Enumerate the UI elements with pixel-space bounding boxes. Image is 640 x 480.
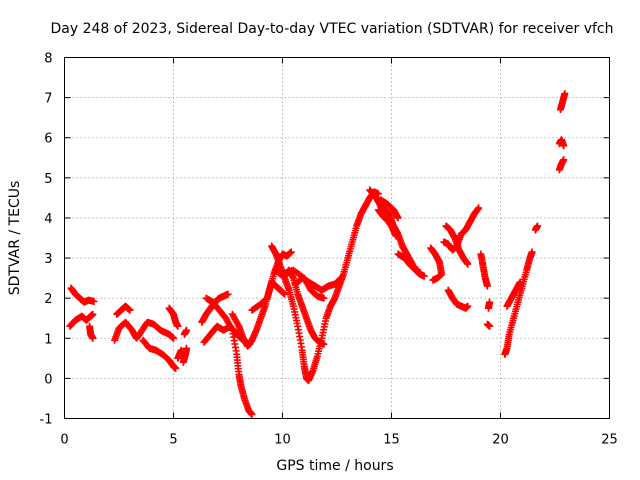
data-point (248, 410, 256, 418)
series-track-aa (444, 286, 472, 312)
y-tick-label: 5 (44, 172, 52, 187)
y-tick-label: 2 (44, 292, 52, 307)
series-track-aj (556, 90, 569, 114)
data-point (320, 294, 328, 302)
y-tick-label: -1 (40, 413, 53, 428)
data-point (183, 326, 191, 334)
series-track-ab (477, 250, 491, 290)
series-track-ag (531, 222, 542, 234)
series-track-b (67, 284, 98, 306)
plot-frame (64, 57, 610, 419)
data-point (394, 214, 402, 222)
data-point (392, 232, 400, 240)
y-tick-labels: -1 0 1 2 3 4 5 6 7 8 (40, 52, 53, 428)
y-axis-label: SDTVAR / TECUs (7, 181, 23, 296)
series-track-ad (483, 320, 494, 330)
y-tick-label: 7 (44, 92, 52, 107)
y-tick-label: 8 (44, 52, 52, 67)
series-track-j (180, 326, 191, 338)
series-track-ac (485, 298, 494, 312)
y-tick-label: 3 (44, 252, 52, 267)
data-point (516, 278, 524, 286)
data-point (429, 276, 437, 284)
series-track-g (165, 304, 182, 330)
x-tick-label: 15 (383, 433, 400, 448)
x-tick-label: 25 (601, 433, 618, 448)
y-tick-label: 4 (44, 212, 52, 227)
data-point (172, 364, 180, 372)
data-point (89, 310, 97, 318)
data-point (90, 297, 98, 305)
x-tick-label: 20 (492, 433, 509, 448)
data-point (336, 275, 344, 283)
y-tick-label: 0 (44, 372, 52, 387)
series-track-a (66, 310, 97, 330)
data-point (126, 306, 134, 314)
data-point (464, 260, 472, 268)
data-point (287, 248, 295, 256)
series-track-w (394, 250, 422, 274)
series-track-d (111, 318, 177, 344)
y-tick-label: 6 (44, 132, 52, 147)
x-axis-label: GPS time / hours (276, 458, 393, 474)
data-point (483, 282, 491, 290)
data-point (560, 142, 568, 150)
series-track-z (442, 222, 472, 268)
data-point (89, 334, 97, 342)
series-track-f (139, 336, 180, 372)
data-point (560, 156, 568, 164)
series-track-ae (501, 248, 536, 358)
x-tick-labels: 0 5 10 15 20 25 (60, 433, 617, 448)
data-point (561, 90, 569, 98)
data-point (464, 302, 472, 310)
data-point (170, 334, 177, 342)
data-point (486, 298, 494, 306)
x-tick-label: 5 (169, 433, 177, 448)
data-points (66, 90, 569, 418)
series-track-x (427, 244, 446, 284)
chart-title: Day 248 of 2023, Sidereal Day-to-day VTE… (50, 21, 613, 37)
series-track-m (202, 294, 256, 418)
series-track-u (374, 206, 400, 240)
data-point (420, 272, 428, 280)
y-tick-label: 1 (44, 332, 52, 347)
data-point (174, 322, 182, 330)
data-point (534, 222, 542, 230)
x-tick-label: 0 (60, 433, 68, 448)
x-tick-label: 10 (274, 433, 291, 448)
data-point (224, 290, 232, 298)
data-point (486, 322, 494, 330)
series-track-e (113, 302, 134, 318)
series-track-c (86, 322, 97, 342)
data-point (320, 340, 328, 348)
series-track-v (377, 196, 402, 222)
data-point (183, 344, 191, 352)
data-point (475, 204, 483, 212)
data-point (528, 248, 536, 256)
series-track-ah (555, 156, 568, 174)
data-point (414, 266, 422, 274)
data-point (337, 274, 345, 282)
series-track-i (179, 344, 191, 366)
series-track-ai (555, 136, 568, 150)
series-track-o (248, 278, 289, 314)
series-track-s (279, 266, 328, 302)
series-track-af (503, 278, 524, 310)
